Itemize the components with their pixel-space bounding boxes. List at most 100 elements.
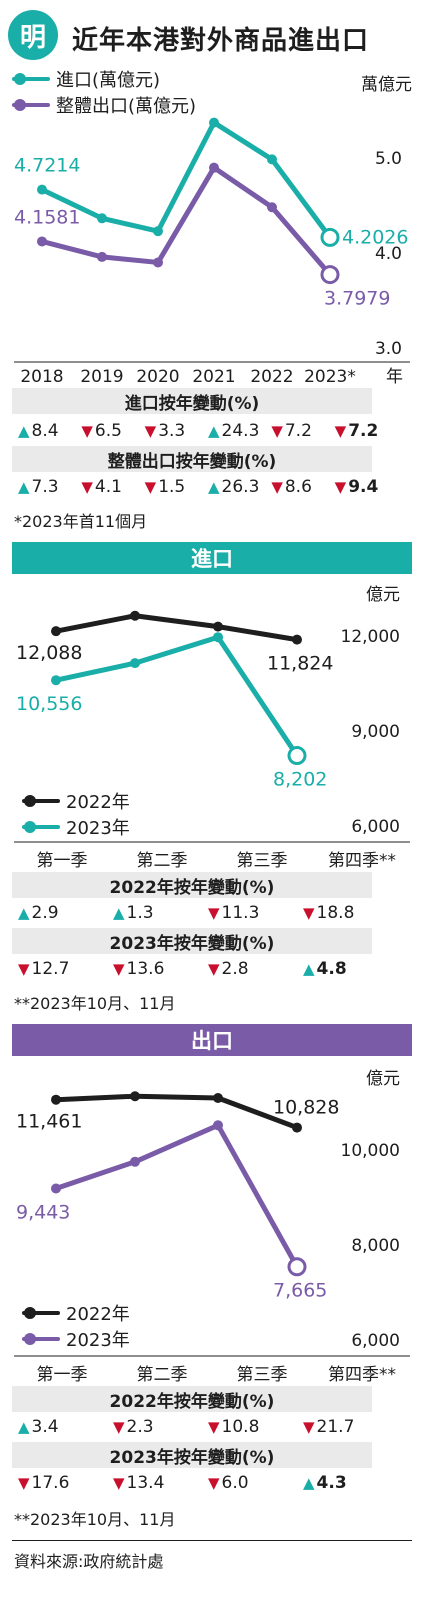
x-tick-label: 2022 [250,367,293,387]
legend-2023-imports: 2023年 [22,814,130,840]
x-tick-label: 2019 [80,367,123,387]
x-tick-label: 第三季 [236,1365,288,1385]
yoy-value: 6.0 [221,1473,249,1493]
yoy-value: 12.7 [31,959,70,979]
yoy-cell: ▲ 8.4 [18,418,81,444]
yoy-cell: ▲ 4.3 [303,1470,398,1496]
x-tick-label: 2023* [304,367,356,387]
yoy-value: 4.3 [316,1473,347,1493]
x-axis-suffix: 年 [386,367,403,387]
triangle-down-icon: ▼ [334,478,347,496]
legend-swatch-teal [22,821,60,833]
triangle-down-icon: ▼ [113,960,125,978]
data-point [209,117,219,128]
footnote-2023: *2023年首11個月 [14,512,148,531]
series-line [39,120,333,240]
yoy-cell: ▼ 2.3 [113,1414,208,1440]
ming-pao-logo: 明 [8,10,58,60]
y-unit: 萬億元 [361,75,412,95]
data-label: 7,665 [273,1280,327,1302]
divider [12,1540,412,1541]
exports-yoy-row: ▲ 7.3 ▼ 4.1 ▼ 1.5 ▲ 26.3 ▼ 8.6 ▼ 9.4 [18,474,398,500]
legend-swatch-teal [12,73,50,85]
yoy-cell: ▼ 1.5 [145,474,208,500]
yoy-cell: ▼ 6.0 [208,1470,303,1496]
triangle-down-icon: ▼ [113,1474,125,1492]
data-point-end [320,227,340,247]
triangle-up-icon: ▲ [18,1418,30,1436]
yoy-cell: ▼ 13.6 [113,956,208,982]
yoy-value: 24.3 [221,421,260,441]
yoy-cell: ▲ 3.4 [18,1414,113,1440]
y-tick-label: 3.0 [375,339,402,359]
triangle-down-icon: ▼ [81,478,93,496]
yoy-value: 18.8 [316,903,355,923]
section-band-imports: 進口 [12,542,412,574]
data-point [267,154,277,165]
data-point [130,1091,140,1102]
yoy-cell: ▼ 7.2 [271,418,334,444]
data-point-end [320,265,340,285]
data-label: 4.1581 [14,206,80,228]
yoy-value: 13.6 [126,959,165,979]
yoy-cell: ▼ 17.6 [18,1470,113,1496]
data-label: 11,824 [267,653,333,675]
triangle-down-icon: ▼ [303,904,315,922]
yoy-cell: ▲ 26.3 [208,474,271,500]
table-heading-2023-exports: 2023年按年變動(%) [12,1442,372,1468]
legend-2023-exports: 2023年 [22,1326,130,1352]
imports-yoy-row: ▲ 8.4 ▼ 6.5 ▼ 3.3 ▲ 24.3 ▼ 7.2 ▼ 7.2 [18,418,398,444]
yoy-value: 9.4 [348,477,379,497]
imports-2023-yoy-row: ▼ 12.7 ▼ 13.6 ▼ 2.8 ▲ 4.8 [18,956,398,982]
yoy-value: 11.3 [221,903,260,923]
x-tick-label: 第一季 [36,1365,88,1385]
triangle-down-icon: ▼ [18,1474,30,1492]
legend-swatch-purple [22,1333,60,1345]
legend-swatch-black [22,795,60,807]
data-point [130,1156,140,1167]
data-point [213,632,223,643]
data-label: 10,828 [273,1097,339,1119]
data-label: 10,556 [16,693,82,715]
yoy-cell: ▼ 9.4 [335,474,398,500]
triangle-up-icon: ▲ [113,904,125,922]
data-point [292,1122,302,1133]
table-heading-2022-exports: 2022年按年變動(%) [12,1386,372,1412]
footnote-q4-imports: **2023年10月、11月 [14,994,176,1013]
x-tick-label: 第四季** [328,1365,396,1385]
legend-swatch-purple [12,99,50,111]
yoy-cell: ▼ 2.8 [208,956,303,982]
data-label: 12,088 [16,642,82,664]
yoy-value: 7.2 [348,421,379,441]
data-point [51,1094,61,1105]
x-tick-label: 第一季 [36,851,88,871]
x-tick-label: 第三季 [236,851,288,871]
yoy-value: 8.6 [284,477,312,497]
triangle-down-icon: ▼ [113,1418,125,1436]
triangle-down-icon: ▼ [144,478,157,496]
legend-2022-imports: 2022年 [22,788,130,814]
x-tick-label: 2020 [136,367,179,387]
data-point-end [287,746,307,766]
y-unit-exports: 億元 [366,1069,400,1089]
y-unit-imports: 億元 [366,585,400,605]
triangle-down-icon: ▼ [271,422,283,440]
x-tick-label: 第四季** [328,851,396,871]
data-label: 9,443 [16,1202,70,1224]
data-point [213,621,223,632]
triangle-up-icon: ▲ [18,904,30,922]
data-point [209,162,219,173]
table-heading-exports-yoy: 整體出口按年變動(%) [12,446,372,472]
table-heading-imports-yoy: 進口按年變動(%) [12,388,372,414]
data-point [97,213,107,224]
source-note: 資料來源:政府統計處 [14,1552,164,1571]
imports-2022-yoy-row: ▲ 2.9 ▲ 1.3 ▼ 11.3 ▼ 18.8 [18,900,398,926]
data-point [51,1183,61,1194]
legend-imports: 進口(萬億元) [12,66,160,92]
yoy-cell: ▲ 7.3 [18,474,81,500]
y-tick-label: 9,000 [351,722,400,742]
data-point [37,184,47,195]
data-point [213,1120,223,1131]
x-tick-label: 2021 [192,367,235,387]
